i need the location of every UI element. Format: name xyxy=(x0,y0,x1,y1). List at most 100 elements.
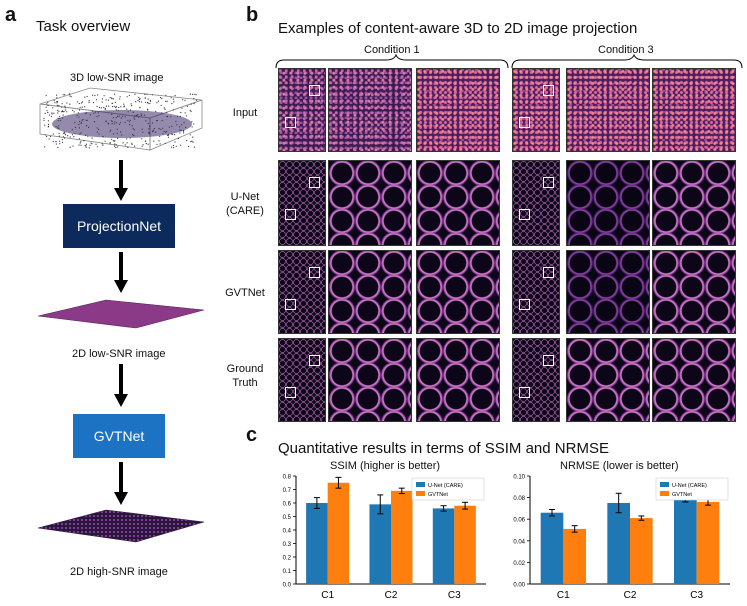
input-3d-label: 3D low-SNR image xyxy=(70,72,164,84)
y-tick-label: 0.5 xyxy=(283,515,292,521)
zoom-region-marker xyxy=(519,117,530,128)
image-tile xyxy=(512,160,560,246)
image-tile xyxy=(652,160,736,246)
bar xyxy=(540,512,564,584)
image-tile xyxy=(512,338,560,422)
zoom-region-marker xyxy=(543,85,554,96)
image-tile xyxy=(328,250,412,334)
zoom-region-marker xyxy=(519,299,530,310)
image-tile xyxy=(652,250,736,334)
zoom-region-marker xyxy=(543,177,554,188)
panel-c-letter: c xyxy=(246,424,258,446)
bar xyxy=(327,482,350,584)
plane-2d-low-snr xyxy=(37,299,205,329)
image-tile xyxy=(278,68,326,152)
legend-label: GVTNet xyxy=(428,492,448,498)
zoom-region-marker xyxy=(519,209,530,220)
y-tick-label: 0.0 xyxy=(283,583,292,589)
arrow-3 xyxy=(114,364,128,407)
nrmse-chart: 0.00 0.02 0.04 0.06 0.08 0.10 C1 C2 C3 U-Net (CAR… xyxy=(513,475,730,601)
row-label-input: Input xyxy=(232,107,258,119)
nrmse-chart-title: NRMSE (lower is better) xyxy=(560,460,679,472)
image-tile xyxy=(416,250,500,334)
panel-b-letter: b xyxy=(246,4,259,26)
image-tile xyxy=(278,250,326,334)
legend-label: U-Net (CARE) xyxy=(672,483,707,489)
bar xyxy=(563,528,586,584)
y-tick-label: 0.8 xyxy=(283,475,292,481)
ssim-chart-title: SSIM (higher is better) xyxy=(330,460,441,472)
bar xyxy=(454,505,476,584)
y-tick-label: 0.04 xyxy=(513,539,525,545)
image-tile xyxy=(566,338,650,422)
legend-frame xyxy=(411,477,485,501)
category-label: C1 xyxy=(557,590,570,601)
bar xyxy=(306,503,328,584)
arrow-4 xyxy=(114,462,128,505)
bar xyxy=(391,490,413,584)
y-tick-label: 0.08 xyxy=(513,496,525,502)
legend-label: U-Net (CARE) xyxy=(428,483,463,489)
image-tile xyxy=(328,160,412,246)
zoom-region-marker xyxy=(285,387,296,398)
image-tile xyxy=(416,68,500,152)
zoom-region-marker xyxy=(285,117,296,128)
y-tick-label: 0.10 xyxy=(513,475,525,481)
zoom-region-marker xyxy=(309,85,320,96)
zoom-region-marker xyxy=(309,267,320,278)
arrow-2 xyxy=(114,252,128,293)
category-label: C3 xyxy=(690,590,703,601)
row-label-ground-truth: Ground Truth xyxy=(226,363,264,389)
image-tile xyxy=(278,338,326,422)
output-2d-label: 2D high-SNR image xyxy=(70,566,168,578)
category-label: C1 xyxy=(321,590,334,601)
zoom-region-marker xyxy=(543,355,554,366)
image-tile xyxy=(566,68,650,152)
legend-label: GVTNet xyxy=(672,492,692,498)
panel-b-title: Examples of content-aware 3D to 2D image… xyxy=(278,20,638,37)
y-tick-label: 0.7 xyxy=(283,488,292,494)
zoom-region-marker xyxy=(285,209,296,220)
y-tick-label: 0.2 xyxy=(283,556,292,562)
panel-c-title: Quantitative results in terms of SSIM an… xyxy=(278,440,609,457)
projectionnet-label: ProjectionNet xyxy=(76,218,162,234)
condition-1-label: Condition 1 xyxy=(364,44,420,56)
image-tile xyxy=(652,68,736,152)
category-label: C3 xyxy=(448,590,461,601)
bar xyxy=(630,518,653,584)
y-tick-label: 0.1 xyxy=(283,569,292,575)
image-tile xyxy=(328,68,412,152)
row-label-unet: U-Net (CARE) xyxy=(226,191,264,217)
gvtnet-box: GVTNet xyxy=(73,414,165,458)
bar xyxy=(369,504,391,584)
gvtnet-label: GVTNet xyxy=(93,428,145,444)
condition-brackets xyxy=(275,54,743,69)
legend-swatch xyxy=(660,491,669,496)
legend-swatch xyxy=(416,491,425,496)
bar xyxy=(607,503,630,584)
volume-3d-illustration xyxy=(39,87,203,151)
projectionnet-box: ProjectionNet xyxy=(63,204,175,248)
image-tile xyxy=(566,160,650,246)
y-tick-label: 0.02 xyxy=(513,561,525,567)
mid-2d-label: 2D low-SNR image xyxy=(72,348,166,360)
image-tile xyxy=(512,250,560,334)
y-tick-label: 0.4 xyxy=(283,529,292,535)
bar xyxy=(432,508,455,584)
y-tick-label: 0.06 xyxy=(513,518,525,524)
image-tile xyxy=(328,338,412,422)
bar xyxy=(696,501,720,584)
bar xyxy=(674,497,697,584)
zoom-region-marker xyxy=(285,299,296,310)
y-tick-label: 0.6 xyxy=(283,502,292,508)
category-label: C2 xyxy=(385,590,398,601)
y-tick-label: 0.00 xyxy=(513,583,525,589)
category-label: C2 xyxy=(624,590,637,601)
y-tick-label: 0.3 xyxy=(283,542,292,548)
legend-frame xyxy=(655,477,729,501)
arrow-1 xyxy=(114,160,128,201)
panel-a-letter: a xyxy=(5,4,17,26)
zoom-region-marker xyxy=(543,267,554,278)
row-label-gvtnet: GVTNet xyxy=(225,287,265,299)
image-tile xyxy=(416,160,500,246)
